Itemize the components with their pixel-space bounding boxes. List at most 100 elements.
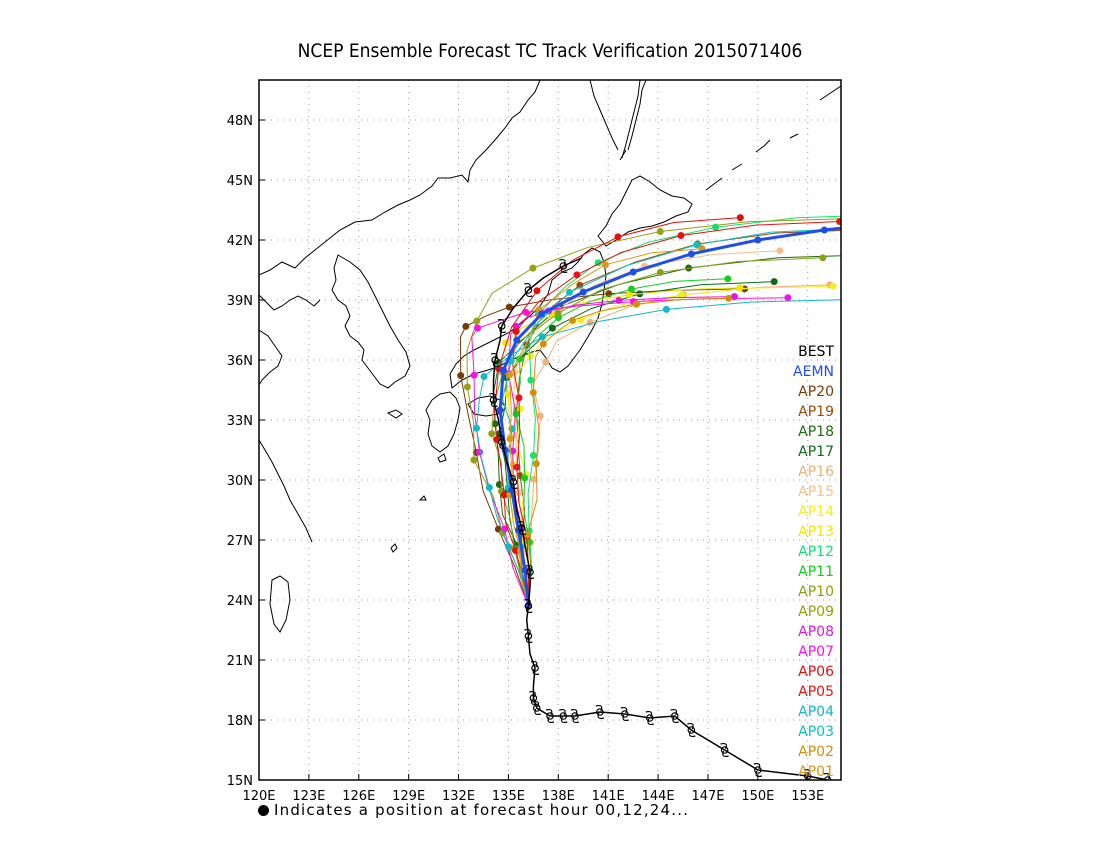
map-gridlines — [259, 80, 841, 780]
typhoon-symbol-icon — [753, 762, 763, 778]
track-ap16 — [527, 284, 830, 607]
legend-entry-ap01: AP01 — [798, 764, 834, 780]
x-tick-label: 129E — [392, 789, 425, 804]
best-track-point — [546, 712, 554, 720]
sakhalin-south — [621, 80, 641, 159]
y-tick-label: 27N — [227, 534, 253, 549]
typhoon-symbol-icon — [530, 660, 540, 676]
track-ap14 — [514, 285, 834, 607]
typhoon-symbol-icon — [524, 598, 533, 614]
best-track-point — [645, 714, 654, 722]
best-track — [489, 257, 832, 780]
aemn-track-point — [513, 336, 521, 344]
aemn-track-point — [499, 366, 507, 374]
track-point-ap05 — [573, 271, 581, 279]
track-point-ap17 — [548, 324, 556, 332]
best-track-point — [491, 356, 499, 364]
track-point-ap16 — [536, 412, 544, 420]
track-point-ap14 — [527, 352, 535, 360]
y-tick-label: 48N — [227, 114, 253, 129]
china-south-coast — [259, 439, 313, 543]
track-point-ap13 — [625, 291, 633, 299]
typhoon-symbol-icon — [524, 628, 533, 644]
legend-entry-ap20: AP20 — [798, 384, 834, 400]
best-track-point — [754, 766, 762, 774]
track-point-ap03 — [864, 224, 871, 231]
jeju-island — [386, 409, 403, 419]
track-point-ap02 — [568, 316, 576, 324]
typhoon-symbol-icon — [645, 710, 654, 726]
footnote: Indicates a position at forecast hour 00… — [258, 801, 689, 819]
legend-entry-ap13: AP13 — [798, 524, 834, 540]
x-tick-label: 153E — [791, 789, 824, 804]
legend-entry-best: BEST — [798, 344, 834, 360]
x-tick-label: 120E — [242, 789, 275, 804]
legend-entry-ap02: AP02 — [798, 744, 834, 760]
legend-entry-ap12: AP12 — [798, 544, 834, 560]
x-tick-label: 144E — [642, 789, 675, 804]
kuril-islands-3 — [755, 139, 771, 153]
track-point-ap09 — [529, 264, 537, 272]
track-point-ap05 — [677, 232, 685, 240]
legend: BEST AEMN AP20 AP19 AP18 AP17 AP16 AP15 AP14 AP13… — [793, 344, 834, 780]
aemn-track-point — [820, 226, 828, 234]
x-tick-label: 123E — [292, 789, 325, 804]
best-track-point — [497, 438, 506, 446]
typhoon-symbol-icon — [670, 708, 679, 724]
track-ap15 — [513, 250, 780, 607]
best-track-point — [489, 396, 498, 404]
coastlines — [259, 80, 841, 633]
far-east-coast — [589, 80, 619, 151]
x-tick-label: 141E — [592, 789, 625, 804]
track-point-ap05 — [513, 463, 521, 471]
chart-title: NCEP Ensemble Forecast TC Track Verifica… — [297, 40, 803, 62]
track-point-ap04 — [505, 543, 513, 551]
ryukyu-island-2 — [418, 495, 427, 501]
track-point-ap14 — [516, 405, 524, 413]
legend-entry-ap09: AP09 — [798, 604, 834, 620]
legend-entry-ap07: AP07 — [798, 644, 834, 660]
track-point-ap08 — [512, 322, 520, 330]
legend-entry-aemn: AEMN — [793, 364, 834, 380]
best-track-point — [524, 286, 533, 294]
y-tick-label: 18N — [227, 714, 253, 729]
ryukyu-island-3 — [437, 453, 447, 463]
track-point-ap05 — [512, 328, 520, 336]
best-track-point — [532, 704, 541, 712]
track-point-ap04 — [485, 483, 493, 491]
track-point-ap04 — [480, 373, 488, 381]
track-point-ap16 — [542, 358, 550, 366]
track-point-ap14 — [677, 291, 685, 299]
ensemble-tracks — [457, 214, 871, 610]
track-point-ap06 — [500, 491, 508, 499]
axis-ticks: 120E 123E 126E 129E 132E 135E 138E 141E 144E 147E… — [227, 114, 825, 804]
best-track-point — [497, 322, 506, 330]
best-track-point — [596, 708, 604, 716]
track-point-ap04 — [473, 424, 481, 432]
y-tick-label: 45N — [227, 174, 253, 189]
track-point-ap10 — [488, 430, 496, 438]
track-point-ap11 — [724, 275, 732, 283]
track-point-ap04 — [662, 305, 670, 313]
korea-coastline — [331, 254, 411, 389]
typhoon-symbol-icon — [823, 772, 831, 780]
typhoon-symbol-icon — [509, 474, 518, 490]
best-track-line — [492, 257, 828, 780]
track-point-ap02 — [529, 389, 537, 397]
best-track-point — [529, 694, 538, 702]
track-point-ap02 — [632, 300, 640, 308]
typhoon-symbol-icon — [524, 282, 533, 298]
y-tick-label: 30N — [227, 474, 253, 489]
plot-frame — [258, 79, 842, 781]
typhoon-symbol-icon — [595, 704, 605, 720]
track-point-ap11 — [516, 355, 524, 363]
track-point-ap02 — [532, 460, 540, 468]
aemn-track — [496, 226, 841, 610]
track-point-ap11 — [628, 285, 636, 293]
track-point-ap20 — [505, 303, 513, 311]
aemn-track-point — [496, 406, 504, 414]
best-track-point — [621, 710, 629, 718]
track-point-ap13 — [736, 284, 744, 292]
typhoon-symbol-icon — [559, 708, 568, 724]
